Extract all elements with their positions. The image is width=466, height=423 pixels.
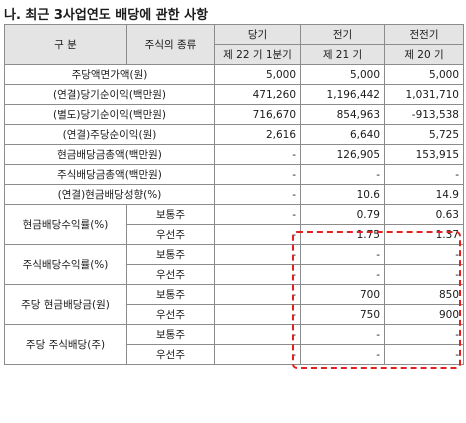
group-label: 현금배당수익률(%) [4, 204, 127, 245]
row-label: (연결)당기순이익(백만원) [4, 84, 215, 105]
table-row: 주당 현금배당금(원) 보통주 -700 850 [4, 284, 464, 325]
table-row: 주식배당수익률(%) 보통주 - - - [4, 244, 464, 285]
row-label: 주당액면가액(원) [4, 64, 215, 85]
value-cell: 153,915 [384, 144, 464, 165]
stock-type-label: 보통주 [126, 204, 215, 225]
value-cell: - [214, 164, 301, 185]
stock-type-label: 보통주 [126, 324, 215, 345]
dividend-table: 구 분 주식의 종류 당기 전기 전전기 제 22 기 1분기 제 21 기 제… [4, 24, 464, 365]
stock-type-label: 우선주 [126, 224, 215, 245]
value-cell: - [214, 284, 301, 305]
value-cell: 5,725 [384, 124, 464, 145]
header-period-current: 당기 [214, 24, 301, 45]
value-cell: 5,000 [214, 64, 301, 85]
value-cell: 1,196,442 [300, 84, 385, 105]
table-row: (별도)당기순이익(백만원) 716,670 854,963 -913,538 [4, 104, 464, 125]
group-label: 주당 현금배당금(원) [4, 284, 127, 325]
stock-type-label: 우선주 [126, 264, 215, 285]
header-gubun: 구 분 [4, 24, 127, 65]
stock-type-label: 우선주 [126, 344, 215, 365]
value-cell: - [384, 324, 464, 345]
value-cell: -913,538 [384, 104, 464, 125]
table-row: 우선주 - - - [5, 264, 464, 285]
value-cell: - [214, 204, 301, 225]
header-sub-period-before-previous: 제 20 기 [384, 44, 464, 65]
value-cell: - [214, 184, 301, 205]
stock-type-label: 우선주 [126, 304, 215, 325]
value-cell: 126,905 [300, 144, 385, 165]
table-row: 현금배당수익률(%) 보통주 -0.79 0.63 [4, 204, 464, 245]
section-title: 나. 최근 3사업연도 배당에 관한 사항 [4, 8, 209, 23]
value-cell: - [214, 264, 301, 285]
value-cell: 2,616 [214, 124, 301, 145]
table-row: 우선주 - - - [5, 344, 464, 365]
value-cell: - [300, 244, 385, 265]
header-period-previous: 전기 [300, 24, 385, 45]
value-cell: 14.9 [384, 184, 464, 205]
value-cell: 750 [300, 304, 385, 325]
value-cell: - [384, 264, 464, 285]
header-sub-period-current: 제 22 기 1분기 [214, 44, 301, 65]
value-cell: - [300, 164, 385, 185]
value-cell: - [214, 144, 301, 165]
header-row: 구 분 주식의 종류 당기 전기 전전기 [4, 24, 464, 65]
group-label: 주식배당수익률(%) [4, 244, 127, 285]
value-cell: 1.75 [300, 224, 385, 245]
value-cell: - [300, 324, 385, 345]
value-cell: 5,000 [384, 64, 464, 85]
table-row: (연결)주당순이익(원) 2,616 6,640 5,725 [4, 124, 464, 145]
value-cell: 716,670 [214, 104, 301, 125]
value-cell: - [214, 324, 301, 345]
value-cell: - [300, 264, 385, 285]
table-row: 우선주 -750 900 [5, 304, 464, 325]
row-label: (연결)주당순이익(원) [4, 124, 215, 145]
header-stock-type: 주식의 종류 [126, 24, 215, 65]
value-cell: 471,260 [214, 84, 301, 105]
value-cell: - [214, 304, 301, 325]
value-cell: 1.37 [384, 224, 464, 245]
row-label: (연결)현금배당성향(%) [4, 184, 215, 205]
value-cell: - [384, 164, 464, 185]
value-cell: - [384, 344, 464, 365]
header-period-before-previous: 전전기 [384, 24, 464, 45]
value-cell: 1,031,710 [384, 84, 464, 105]
table-row: 주당액면가액(원) 5,000 5,000 5,000 [4, 64, 464, 85]
value-cell: 10.6 [300, 184, 385, 205]
value-cell: 0.79 [300, 204, 385, 225]
value-cell: - [384, 244, 464, 265]
header-subrow: 제 22 기 1분기 제 21 기 제 20 기 [5, 44, 464, 65]
value-cell: - [214, 224, 301, 245]
row-label: 현금배당금총액(백만원) [4, 144, 215, 165]
value-cell: 700 [300, 284, 385, 305]
stock-type-label: 보통주 [126, 244, 215, 265]
value-cell: 854,963 [300, 104, 385, 125]
stock-type-label: 보통주 [126, 284, 215, 305]
table-row: (연결)현금배당성향(%) -10.6 14.9 [4, 184, 464, 205]
row-label: 주식배당금총액(백만원) [4, 164, 215, 185]
value-cell: 0.63 [384, 204, 464, 225]
value-cell: 6,640 [300, 124, 385, 145]
value-cell: 5,000 [300, 64, 385, 85]
value-cell: - [214, 244, 301, 265]
table-row: 주식배당금총액(백만원) - - - [4, 164, 464, 185]
value-cell: - [214, 344, 301, 365]
table-row: (연결)당기순이익(백만원) 471,260 1,196,442 1,031,710 [4, 84, 464, 105]
group-label: 주당 주식배당(주) [4, 324, 127, 365]
header-sub-period-previous: 제 21 기 [300, 44, 385, 65]
table-row: 주당 주식배당(주) 보통주 - - - [4, 324, 464, 365]
value-cell: - [300, 344, 385, 365]
value-cell: 900 [384, 304, 464, 325]
row-label: (별도)당기순이익(백만원) [4, 104, 215, 125]
value-cell: 850 [384, 284, 464, 305]
table-row: 현금배당금총액(백만원) -126,905 153,915 [4, 144, 464, 165]
